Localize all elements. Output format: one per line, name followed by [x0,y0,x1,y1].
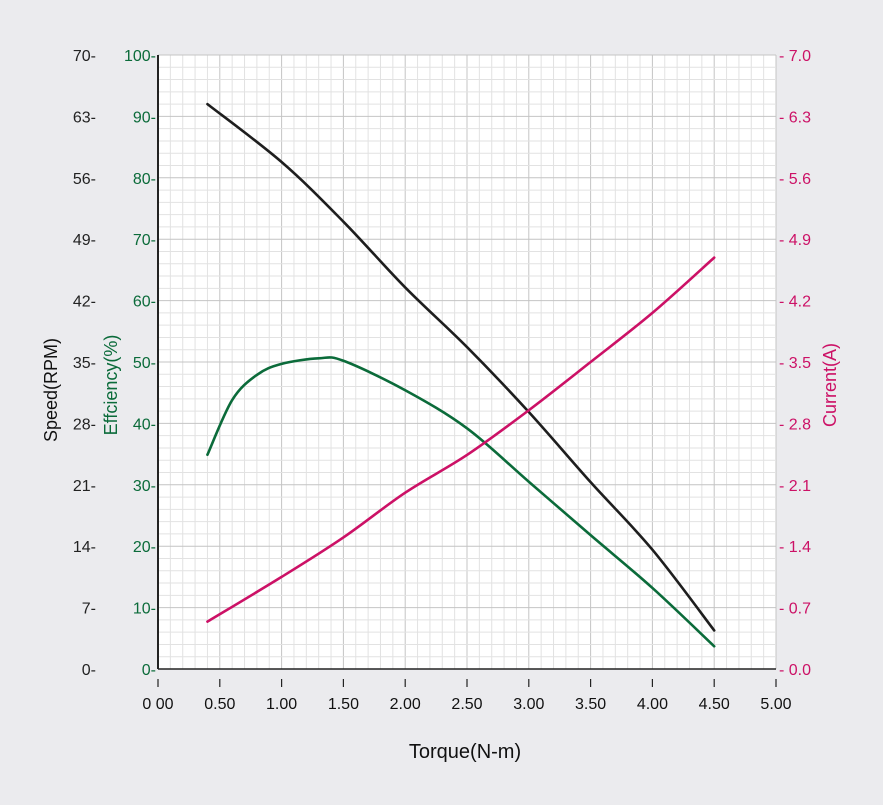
speed-tick-label: 14- [73,539,96,556]
speed-tick-label: 49- [73,232,96,249]
x-tick-label: 4.00 [637,696,668,713]
speed-axis-label: Speed(RPM) [41,338,61,442]
efficiency-tick-label: 40- [133,416,156,433]
speed-tick-label: 56- [73,171,96,188]
speed-tick-label: 7- [82,601,96,618]
grid [157,54,777,670]
x-tick-label: 5.00 [760,696,791,713]
speed-tick-label: 0- [82,662,96,679]
current-tick-label: - 1.4 [779,539,811,556]
efficiency-tick-label: 0- [142,662,156,679]
efficiency-tick-label: 50- [133,355,156,372]
x-axis-label: Torque(N-m) [409,741,521,763]
speed-tick-label: 42- [73,294,96,311]
x-tick-label: 1.00 [266,696,297,713]
speed-tick-label: 63- [73,109,96,126]
efficiency-tick-label: 80- [133,171,156,188]
efficiency-tick-label: 100- [124,48,156,65]
efficiency-tick-label: 70- [133,232,156,249]
efficiency-axis-label: Effciency(%) [101,335,121,436]
speed-tick-label: 21- [73,478,96,495]
current-tick-label: - 0.7 [779,601,811,618]
x-tick-label: 1.50 [328,696,359,713]
current-tick-label: - 6.3 [779,109,811,126]
x-tick-label: 0 00 [142,696,173,713]
current-axis-label: Current(A) [820,343,840,427]
x-tick-label: 4.50 [699,696,730,713]
speed-tick-label: 28- [73,416,96,433]
series-line-current [206,256,716,623]
speed-tick-label: 35- [73,355,96,372]
efficiency-tick-label: 90- [133,109,156,126]
speed-tick-label: 70- [73,48,96,65]
current-tick-label: - 7.0 [779,48,811,65]
current-tick-label: - 4.9 [779,232,811,249]
series-line-speed [206,102,716,632]
x-tick-label: 0.50 [204,696,235,713]
series [206,102,716,648]
current-tick-label: - 4.2 [779,294,811,311]
x-tick-label: 2.50 [451,696,482,713]
x-tick-label: 3.50 [575,696,606,713]
efficiency-tick-label: 30- [133,478,156,495]
current-tick-label: - 2.1 [779,478,811,495]
current-tick-label: - 3.5 [779,355,811,372]
efficiency-tick-label: 20- [133,539,156,556]
x-tick-label: 3.00 [513,696,544,713]
current-tick-label: - 2.8 [779,416,811,433]
x-tick-label: 2.00 [390,696,421,713]
axes: 0 00 0.50 1.00 1.50 2.00 2.50 3.00 3.50 4.00 4.50… [73,48,811,713]
series-line-efficiency [206,356,716,648]
efficiency-tick-label: 10- [133,601,156,618]
efficiency-tick-label: 60- [133,294,156,311]
current-tick-label: - 5.6 [779,171,811,188]
current-tick-label: - 0.0 [779,662,811,679]
